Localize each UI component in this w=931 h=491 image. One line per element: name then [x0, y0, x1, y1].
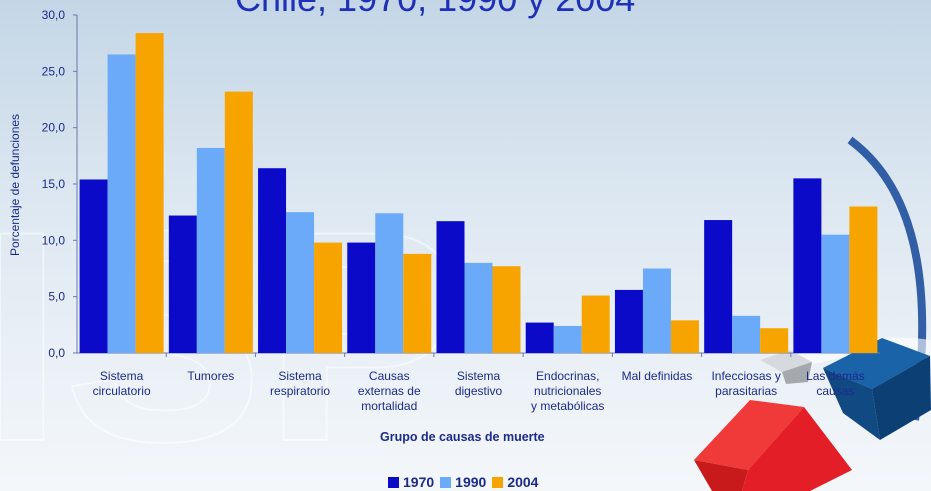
legend-item-1970: 1970	[388, 474, 434, 490]
cube-red-icon	[694, 400, 852, 491]
bar-2004-6	[670, 320, 699, 353]
bar-1970-7	[704, 220, 733, 353]
y-axis-label: Porcentaje de defunciones	[8, 113, 22, 257]
legend-label-2004: 2004	[507, 474, 539, 490]
legend: 1970 1990 2004	[388, 474, 544, 490]
legend-swatch-2004	[492, 476, 504, 488]
bar-1990-1	[196, 147, 225, 353]
y-tick-label: 30,0	[42, 8, 66, 22]
bar-1970-8	[793, 178, 822, 353]
cube-gray-icon	[760, 350, 812, 384]
x-tick-label: Las demás causas	[806, 369, 865, 398]
bar-1990-7	[732, 315, 761, 353]
bar-1990-4	[464, 262, 493, 353]
x-tick-label: Endocrinas, nutricionales y metabólicas	[531, 369, 604, 413]
y-tick-label: 25,0	[42, 64, 66, 78]
bar-1970-2	[258, 168, 287, 353]
chart-title: Chile, 1970, 1990 y 2004	[235, 0, 635, 20]
bar-1990-8	[821, 234, 850, 353]
legend-item-1990: 1990	[440, 474, 486, 490]
x-tick-label: Infecciosas y parasitarias	[711, 369, 780, 398]
bar-1970-0	[79, 179, 108, 353]
bar-2004-2	[314, 242, 343, 353]
bar-1970-1	[168, 215, 197, 353]
x-tick-label: Tumores	[187, 369, 234, 383]
bar-1990-0	[107, 54, 136, 353]
bar-2004-0	[135, 33, 164, 353]
x-tick-label: Sistema respiratorio	[270, 369, 330, 398]
bar-2004-1	[224, 91, 253, 353]
bar-2004-4	[492, 266, 521, 353]
bar-2004-8	[849, 206, 878, 353]
y-tick-label: 10,0	[42, 233, 66, 247]
y-tick-label: 0,0	[48, 346, 65, 360]
legend-item-2004: 2004	[492, 474, 538, 490]
bar-2004-3	[403, 253, 432, 353]
bar-1990-6	[642, 268, 671, 353]
bar-2004-7	[760, 328, 789, 353]
bar-1970-4	[436, 221, 465, 353]
x-tick-label: Mal definidas	[622, 369, 693, 383]
bar-1970-3	[347, 242, 376, 353]
bar-1990-2	[286, 212, 315, 353]
x-tick-label: Sistema circulatorio	[93, 369, 151, 398]
x-tick-label: Causas externas de mortalidad	[358, 369, 421, 413]
bar-1990-3	[375, 213, 404, 353]
legend-label-1990: 1990	[455, 474, 487, 490]
legend-swatch-1970	[388, 476, 399, 488]
bar-1990-5	[553, 325, 582, 353]
bar-1970-6	[614, 289, 643, 353]
x-tick-label: Sistema digestivo	[455, 369, 503, 398]
bar-1970-5	[525, 322, 554, 353]
cube-blue-icon	[823, 338, 931, 440]
y-tick-label: 15,0	[42, 177, 66, 191]
bar-2004-5	[581, 295, 610, 353]
legend-label-1970: 1970	[403, 474, 435, 490]
y-tick-label: 5,0	[48, 290, 65, 304]
legend-swatch-1990	[440, 476, 452, 488]
x-axis-label: Grupo de causas de muerte	[380, 430, 545, 444]
y-tick-label: 20,0	[42, 121, 66, 135]
